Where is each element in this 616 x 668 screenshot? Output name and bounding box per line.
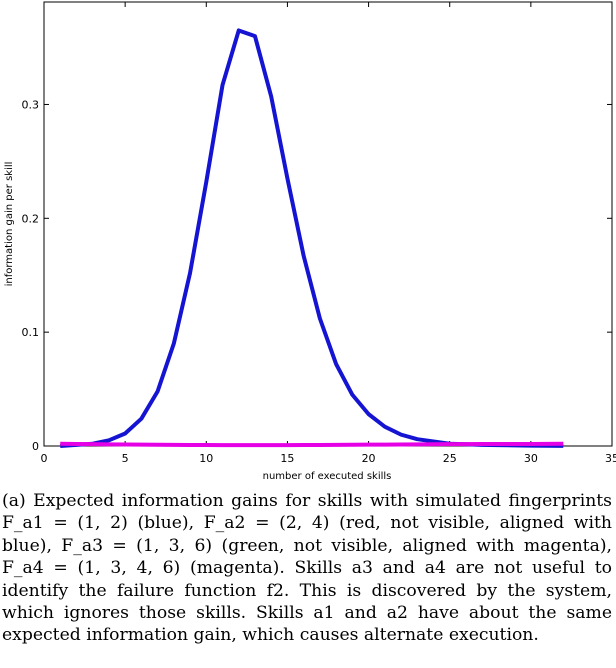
series-line-2 xyxy=(60,441,564,448)
caption-line-1: (a) Expected information gains for skill… xyxy=(2,491,612,511)
x-tick-label: 0 xyxy=(41,452,48,465)
caption-line-2: F_a1 = (1, 2) (blue), F_a2 = (2, 4) (red… xyxy=(2,513,612,534)
caption-line-5: identify the failure function f2. This i… xyxy=(2,580,612,601)
x-tick-label: 10 xyxy=(199,452,213,465)
plot-frame xyxy=(43,1,613,447)
x-tick-label: 25 xyxy=(443,452,457,465)
series-line-1 xyxy=(60,28,564,448)
x-tick-label: 5 xyxy=(122,452,129,465)
x-tick-label: 35 xyxy=(605,452,616,465)
caption-line-6: which ignores those skills. Skills a1 an… xyxy=(2,603,612,624)
caption-line-3: blue), F_a3 = (1, 3, 6) (green, not visi… xyxy=(2,535,612,556)
y-tick-label: 0.3 xyxy=(22,98,40,111)
y-axis-label: information gain per skill xyxy=(4,162,15,287)
figure-caption: (a) Expected information gains for skill… xyxy=(2,490,612,647)
x-tick-label: 20 xyxy=(362,452,376,465)
x-tick-label: 15 xyxy=(280,452,294,465)
y-tick-label: 0.2 xyxy=(22,212,40,225)
caption-line-7: expected information gain, which causes … xyxy=(2,625,539,646)
x-tick-label: 30 xyxy=(524,452,538,465)
line-chart: 0 5 10 15 20 25 30 35 0 0.1 0.2 0.3 number of execu… xyxy=(4,1,616,482)
x-axis-label: number of executed skills xyxy=(263,471,392,482)
y-tick-label: 0.1 xyxy=(22,326,40,339)
caption-line-4: F_a4 = (1, 3, 4, 6) (magenta). Skills a3… xyxy=(2,558,612,579)
axis-ticks: 0 5 10 15 20 25 30 35 0 0.1 0.2 0.3 xyxy=(22,2,616,465)
y-tick-label: 0 xyxy=(32,440,39,453)
series-layer xyxy=(60,28,564,448)
